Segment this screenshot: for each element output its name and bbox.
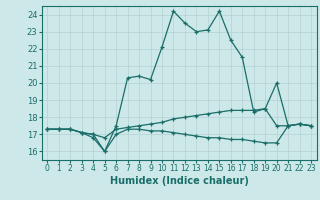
X-axis label: Humidex (Indice chaleur): Humidex (Indice chaleur)	[110, 176, 249, 186]
